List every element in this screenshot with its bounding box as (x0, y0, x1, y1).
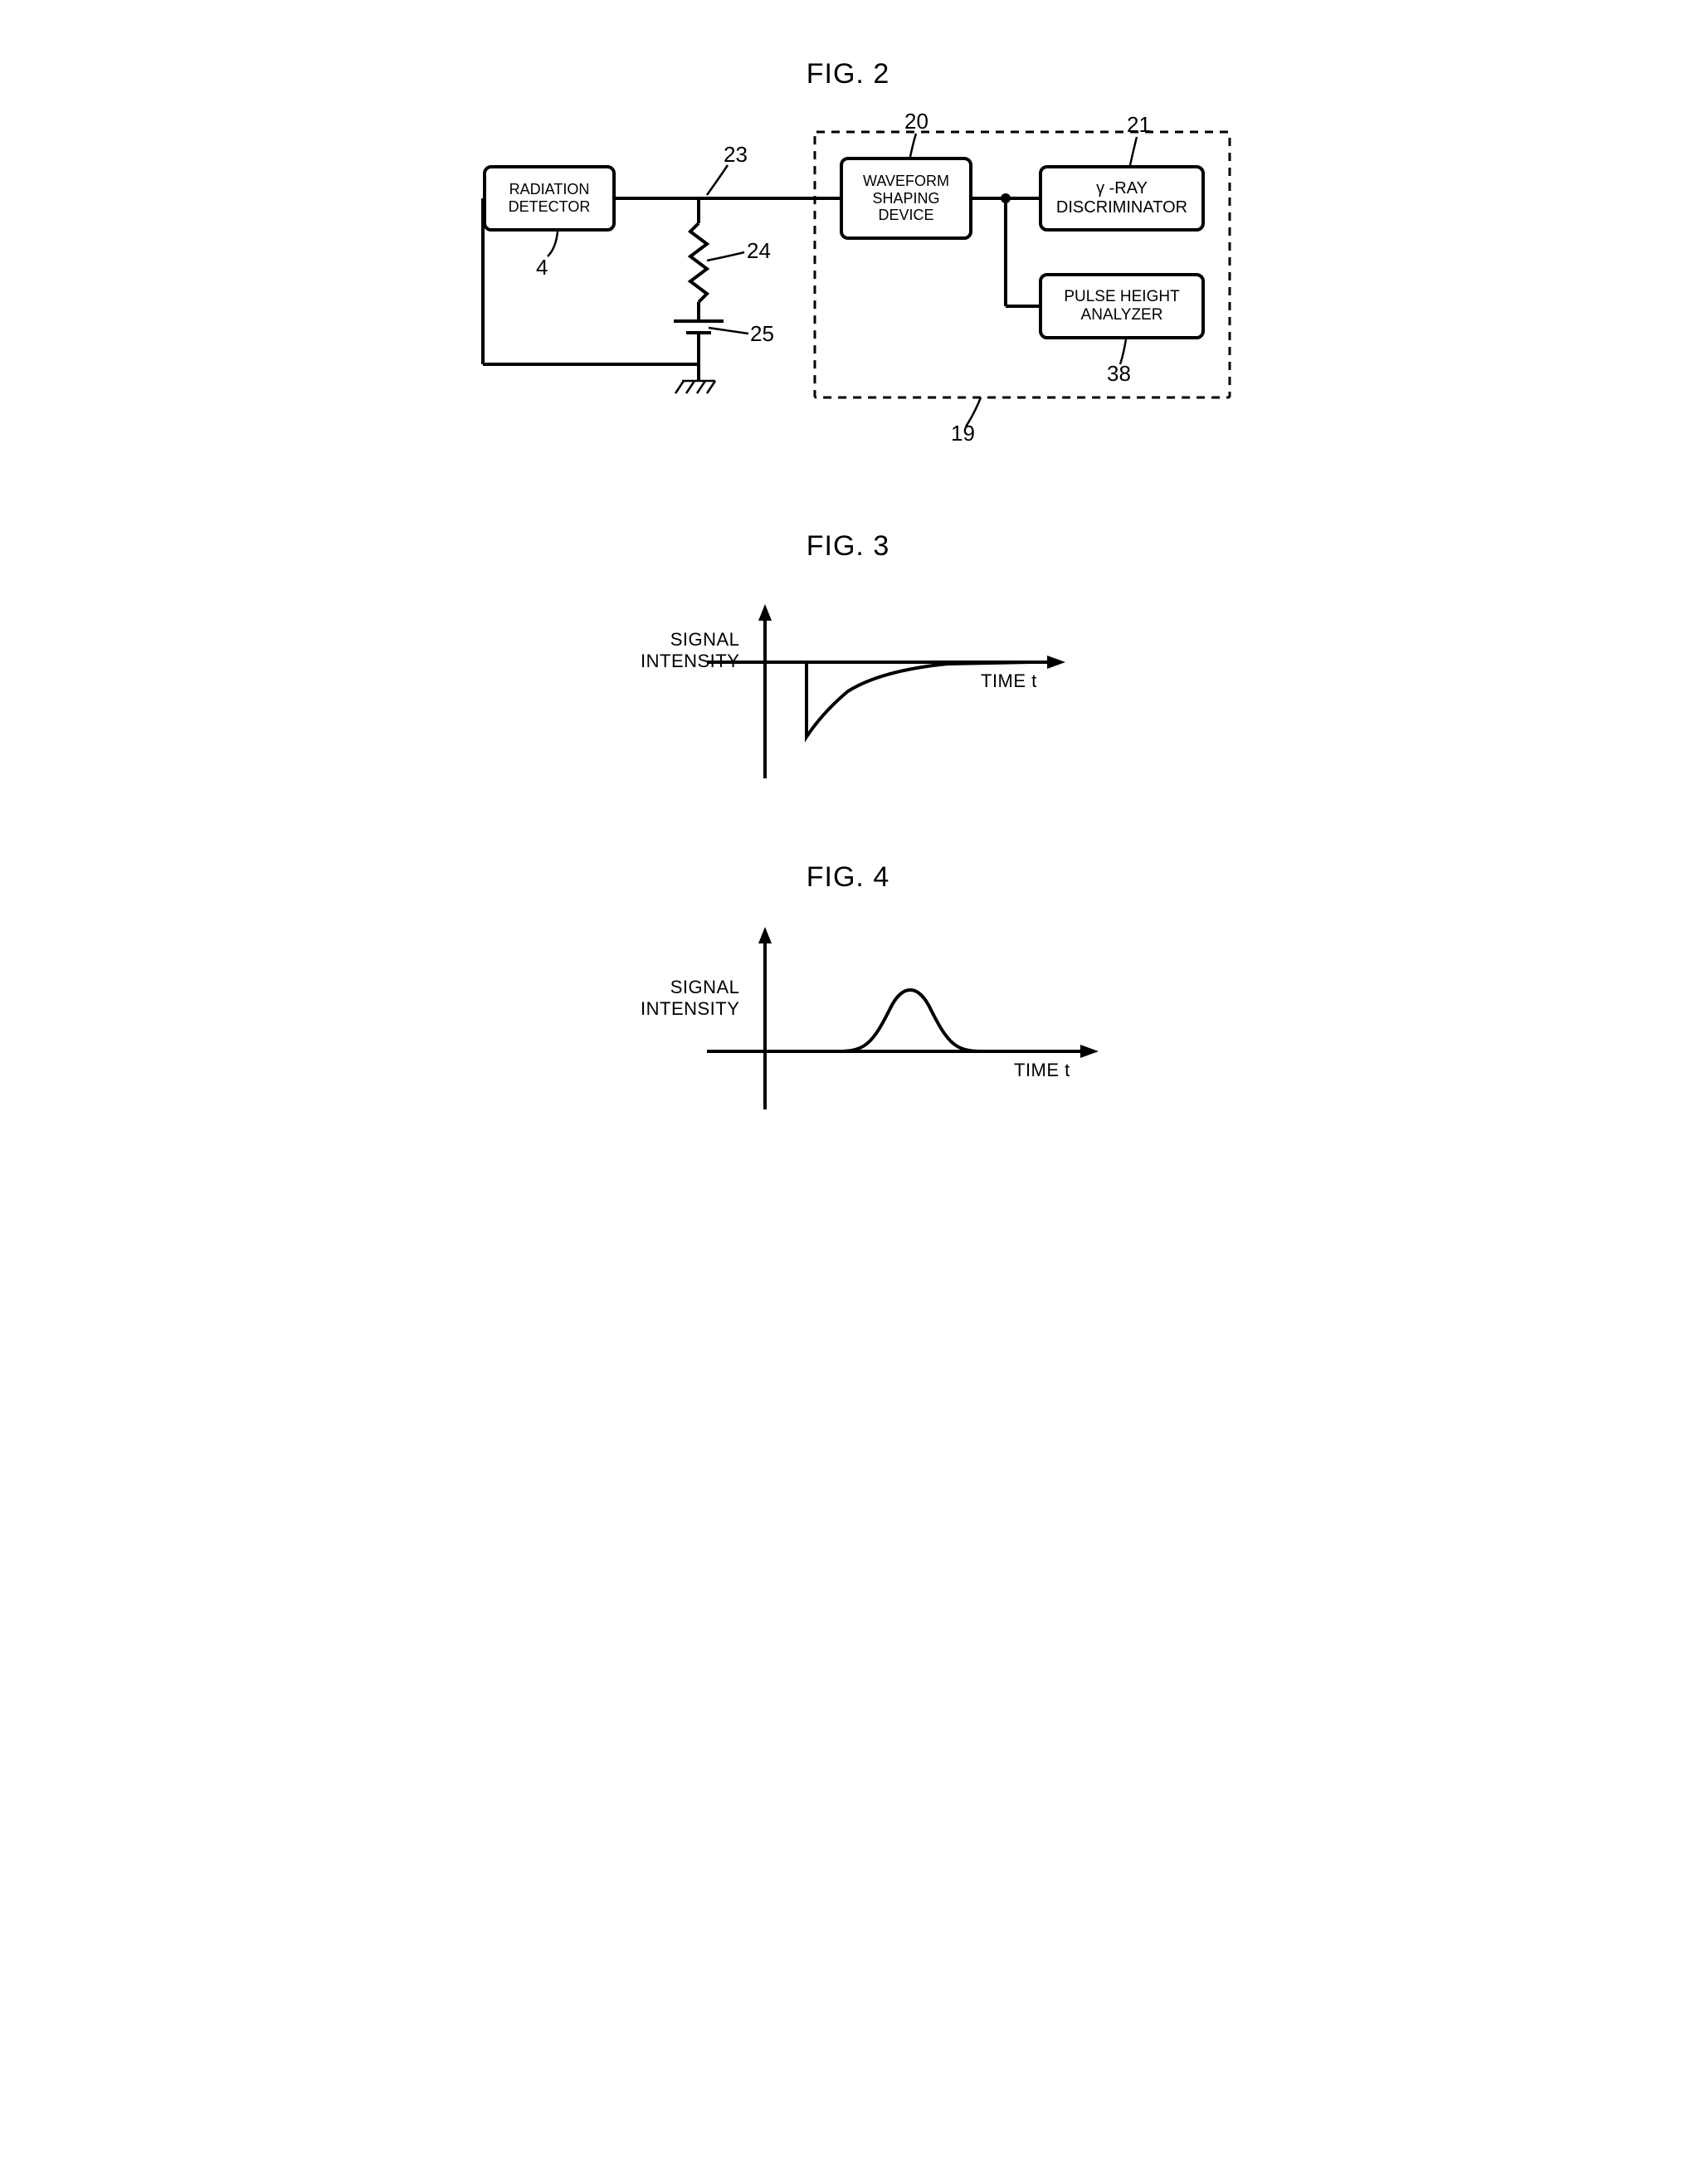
fig3-diagram: SIGNAL INTENSITY TIME t (450, 587, 1246, 803)
fig3-y-label: SIGNAL INTENSITY (641, 629, 739, 672)
fig3-title: FIG. 3 (450, 530, 1246, 563)
num-25: 25 (750, 321, 774, 347)
fig3-x-label: TIME t (981, 670, 1037, 692)
fig4-x-label: TIME t (1014, 1060, 1070, 1081)
fig4-diagram: SIGNAL INTENSITY TIME t (450, 919, 1246, 1134)
num-21: 21 (1127, 112, 1151, 138)
num-4: 4 (536, 255, 548, 280)
fig4-title: FIG. 4 (450, 861, 1246, 894)
num-20: 20 (904, 109, 928, 134)
fig4-y-label: SIGNAL INTENSITY (641, 977, 739, 1020)
fig2-title: FIG. 2 (450, 58, 1246, 90)
num-23: 23 (724, 142, 748, 168)
num-38: 38 (1107, 361, 1131, 387)
fig2-diagram: RADIATION DETECTOR WAVEFORM SHAPING DEVI… (450, 115, 1246, 464)
num-24: 24 (747, 238, 771, 264)
num-19: 19 (951, 421, 975, 446)
